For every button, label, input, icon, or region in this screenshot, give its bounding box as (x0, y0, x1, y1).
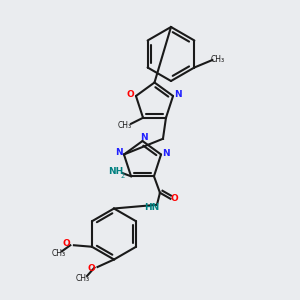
Text: O: O (62, 239, 70, 248)
Text: O: O (170, 194, 178, 203)
Text: O: O (127, 90, 134, 99)
Text: CH₃: CH₃ (76, 274, 90, 283)
Text: CH₃: CH₃ (211, 56, 225, 64)
Text: CH₃: CH₃ (51, 249, 65, 258)
Text: N: N (174, 90, 182, 99)
Text: CH₃: CH₃ (118, 121, 132, 130)
Text: HN: HN (144, 203, 159, 212)
Text: N: N (162, 149, 170, 158)
Text: O: O (87, 264, 95, 273)
Text: 2: 2 (121, 173, 125, 179)
Text: N: N (140, 133, 148, 142)
Text: NH: NH (108, 167, 124, 176)
Text: N: N (115, 148, 122, 157)
